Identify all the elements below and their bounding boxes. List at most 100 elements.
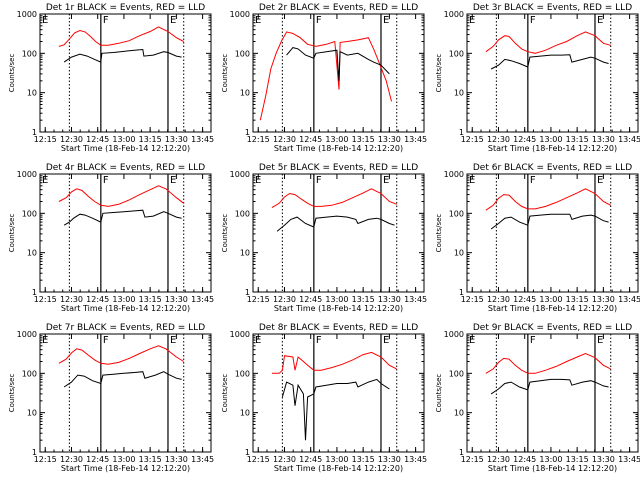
- x-tick-label: 13:30: [378, 135, 401, 144]
- x-tick-label: 12:15: [34, 135, 57, 144]
- panel-det-2: Det 2r BLACK = Events, RED = LLD 1 10 100 10…: [221, 3, 427, 153]
- events-series-line: [286, 47, 390, 81]
- x-tick-label: 13:15: [352, 295, 375, 304]
- panel-title: Det 7r BLACK = Events, RED = LLD: [46, 323, 205, 333]
- plot-frame: [39, 13, 212, 133]
- x-tick-label: 13:15: [139, 135, 162, 144]
- marker-label: E: [42, 15, 48, 26]
- x-tick-label: 13:00: [325, 135, 348, 144]
- lld-series-line: [58, 345, 184, 365]
- x-axis-label: Start Time (18-Feb-14 12:12:20): [61, 464, 190, 473]
- y-tick-label: 100: [22, 49, 37, 58]
- panel-title: Det 2r BLACK = Events, RED = LLD: [259, 3, 418, 13]
- plot-frame: [252, 13, 425, 133]
- y-tick-label: 1: [245, 128, 250, 137]
- y-axis-label: Counts/sec: [221, 214, 229, 253]
- marker-label: E: [597, 175, 603, 186]
- x-tick-label: 13:00: [325, 295, 348, 304]
- x-tick-label: 13:45: [404, 455, 427, 464]
- y-axis-label: Counts/sec: [221, 54, 229, 93]
- panel-title: Det 3r BLACK = Events, RED = LLD: [473, 3, 632, 13]
- panel-det-8: Det 8r BLACK = Events, RED = LLD 1 10 100 10…: [221, 323, 427, 473]
- x-axis-label: Start Time (18-Feb-14 12:12:20): [488, 464, 617, 473]
- x-tick-label: 13:15: [566, 135, 589, 144]
- marker-label: E: [42, 335, 48, 346]
- y-axis-label: Counts/sec: [8, 214, 16, 253]
- x-tick-label: 12:45: [86, 135, 109, 144]
- x-tick-label: 13:00: [112, 135, 135, 144]
- marker-label: F: [103, 15, 109, 26]
- panel-title: Det 6r BLACK = Events, RED = LLD: [473, 163, 632, 173]
- panel-det-7: Det 7r BLACK = Events, RED = LLD 1 10 100 10…: [8, 323, 214, 473]
- x-tick-label: 13:45: [618, 455, 640, 464]
- lld-series-line: [485, 31, 611, 54]
- marker-label: E: [255, 335, 261, 346]
- x-tick-label: 12:15: [461, 455, 484, 464]
- x-tick-label: 12:45: [299, 295, 322, 304]
- y-tick-label: 1000: [17, 10, 37, 19]
- y-axis-label: Counts/sec: [435, 374, 443, 413]
- x-tick-label: 12:15: [461, 295, 484, 304]
- y-tick-label: 100: [449, 369, 464, 378]
- marker-label: E: [170, 175, 176, 186]
- plot-frame: [252, 173, 425, 293]
- y-tick-label: 10: [27, 409, 37, 418]
- x-tick-label: 12:45: [86, 295, 109, 304]
- marker-label: E: [469, 175, 475, 186]
- panel-title: Det 5r BLACK = Events, RED = LLD: [259, 163, 418, 173]
- marker-label: F: [530, 175, 536, 186]
- marker-label: E: [597, 15, 603, 26]
- y-tick-label: 10: [454, 409, 464, 418]
- x-tick-label: 12:45: [513, 295, 536, 304]
- y-tick-label: 1000: [444, 330, 464, 339]
- y-tick-label: 1: [459, 448, 464, 457]
- events-series-line: [276, 215, 395, 232]
- plot-frame: [39, 333, 212, 453]
- x-tick-label: 12:30: [60, 295, 83, 304]
- y-tick-label: 100: [235, 369, 250, 378]
- marker-label: E: [383, 175, 389, 186]
- marker-label: E: [170, 335, 176, 346]
- x-tick-label: 12:45: [299, 135, 322, 144]
- x-tick-label: 13:30: [592, 135, 615, 144]
- y-tick-label: 1: [459, 128, 464, 137]
- panel-title: Det 8r BLACK = Events, RED = LLD: [259, 323, 418, 333]
- lld-series-line: [58, 26, 184, 47]
- y-tick-label: 1: [245, 448, 250, 457]
- x-tick-label: 12:30: [487, 295, 510, 304]
- y-axis-label: Counts/sec: [8, 54, 16, 93]
- y-tick-label: 100: [449, 209, 464, 218]
- x-tick-label: 13:30: [592, 455, 615, 464]
- marker-label: F: [103, 335, 109, 346]
- lld-series-line: [485, 188, 611, 211]
- x-axis-label: Start Time (18-Feb-14 12:12:20): [61, 144, 190, 153]
- x-tick-label: 13:00: [539, 455, 562, 464]
- x-tick-label: 13:15: [566, 455, 589, 464]
- x-tick-label: 12:45: [86, 455, 109, 464]
- x-tick-label: 12:15: [34, 295, 57, 304]
- marker-label: E: [469, 335, 475, 346]
- marker-label: E: [255, 175, 261, 186]
- lld-series-line: [485, 352, 611, 374]
- x-axis-label: Start Time (18-Feb-14 12:12:20): [274, 144, 403, 153]
- y-tick-label: 10: [454, 89, 464, 98]
- x-tick-label: 13:00: [112, 455, 135, 464]
- y-tick-label: 10: [240, 89, 250, 98]
- x-tick-label: 13:15: [566, 295, 589, 304]
- x-tick-label: 13:30: [592, 295, 615, 304]
- marker-label: F: [316, 15, 322, 26]
- x-tick-label: 13:00: [112, 295, 135, 304]
- x-tick-label: 12:45: [299, 455, 322, 464]
- marker-label: E: [383, 335, 389, 346]
- x-tick-label: 13:15: [352, 135, 375, 144]
- x-axis-label: Start Time (18-Feb-14 12:12:20): [274, 304, 403, 313]
- y-tick-label: 1000: [230, 170, 250, 179]
- x-tick-label: 13:30: [378, 455, 401, 464]
- plot-frame: [252, 333, 425, 453]
- y-tick-label: 100: [235, 49, 250, 58]
- marker-label: F: [530, 15, 536, 26]
- panel-det-6: Det 6r BLACK = Events, RED = LLD 1 10 100 10…: [435, 163, 640, 313]
- panel-det-3: Det 3r BLACK = Events, RED = LLD 1 10 100 10…: [435, 3, 640, 153]
- x-tick-label: 13:30: [378, 295, 401, 304]
- marker-label: E: [383, 15, 389, 26]
